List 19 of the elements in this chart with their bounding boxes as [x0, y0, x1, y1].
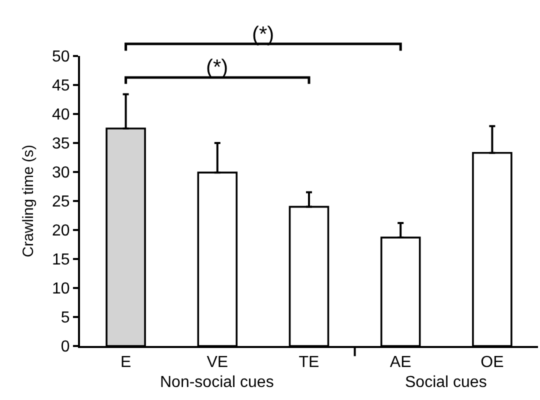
y-tick-label: 10 — [52, 280, 70, 298]
y-tick-label: 5 — [60, 310, 70, 327]
y-tick-label: 20 — [52, 222, 70, 240]
text: Social cues — [405, 374, 487, 391]
x-tick-label: OE — [480, 354, 504, 372]
x-tick-label: E — [120, 354, 132, 372]
x-tick-label: VE — [206, 354, 228, 372]
y-tick-label: 35 — [52, 136, 70, 153]
y-tick-label: 50 — [52, 48, 70, 66]
y-tick-label: 25 — [52, 194, 70, 211]
y-tick-label: 40 — [52, 106, 70, 124]
text: Non-social cues — [160, 374, 274, 391]
y-tick-label: 30 — [52, 164, 70, 182]
y-tick-label: 45 — [52, 78, 70, 95]
y-tick-label: 0 — [60, 338, 70, 356]
x-tick-label: AE — [390, 354, 412, 372]
y-tick-label: 15 — [52, 252, 70, 269]
x-tick-label: TE — [298, 354, 320, 372]
y-axis-title: Crawling time (s) — [20, 144, 37, 258]
